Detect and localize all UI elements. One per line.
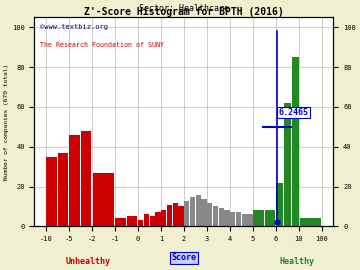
- Bar: [46, 157, 57, 227]
- Text: Healthy: Healthy: [280, 257, 315, 266]
- Bar: [156, 212, 161, 227]
- Text: Unhealthy: Unhealthy: [66, 257, 111, 266]
- Bar: [224, 211, 230, 227]
- Y-axis label: Number of companies (670 total): Number of companies (670 total): [4, 64, 9, 180]
- Bar: [284, 103, 291, 227]
- Bar: [265, 211, 275, 227]
- Bar: [300, 218, 321, 227]
- Bar: [184, 201, 189, 227]
- Bar: [127, 217, 138, 227]
- Text: 6.2465: 6.2465: [278, 108, 309, 117]
- Bar: [58, 153, 68, 227]
- Text: The Research Foundation of SUNY: The Research Foundation of SUNY: [40, 42, 165, 48]
- Bar: [81, 131, 91, 227]
- Bar: [173, 202, 178, 227]
- Bar: [144, 214, 149, 227]
- Bar: [207, 202, 212, 227]
- Bar: [195, 195, 201, 227]
- Bar: [161, 211, 166, 227]
- Bar: [213, 207, 218, 227]
- Bar: [138, 220, 143, 227]
- Bar: [292, 57, 298, 227]
- Bar: [276, 183, 283, 227]
- Bar: [167, 204, 172, 227]
- Bar: [115, 218, 126, 227]
- Text: ©www.textbiz.org: ©www.textbiz.org: [40, 23, 108, 30]
- X-axis label: Score: Score: [171, 253, 197, 262]
- Bar: [236, 212, 241, 227]
- Bar: [247, 214, 253, 227]
- Bar: [69, 135, 80, 227]
- Text: Sector: Healthcare: Sector: Healthcare: [139, 4, 229, 13]
- Bar: [93, 173, 114, 227]
- Bar: [230, 212, 235, 227]
- Bar: [201, 198, 207, 227]
- Bar: [253, 211, 264, 227]
- Bar: [150, 217, 155, 227]
- Bar: [242, 214, 247, 227]
- Bar: [190, 197, 195, 227]
- Title: Z'-Score Histogram for BPTH (2016): Z'-Score Histogram for BPTH (2016): [84, 7, 284, 17]
- Bar: [219, 208, 224, 227]
- Bar: [178, 207, 184, 227]
